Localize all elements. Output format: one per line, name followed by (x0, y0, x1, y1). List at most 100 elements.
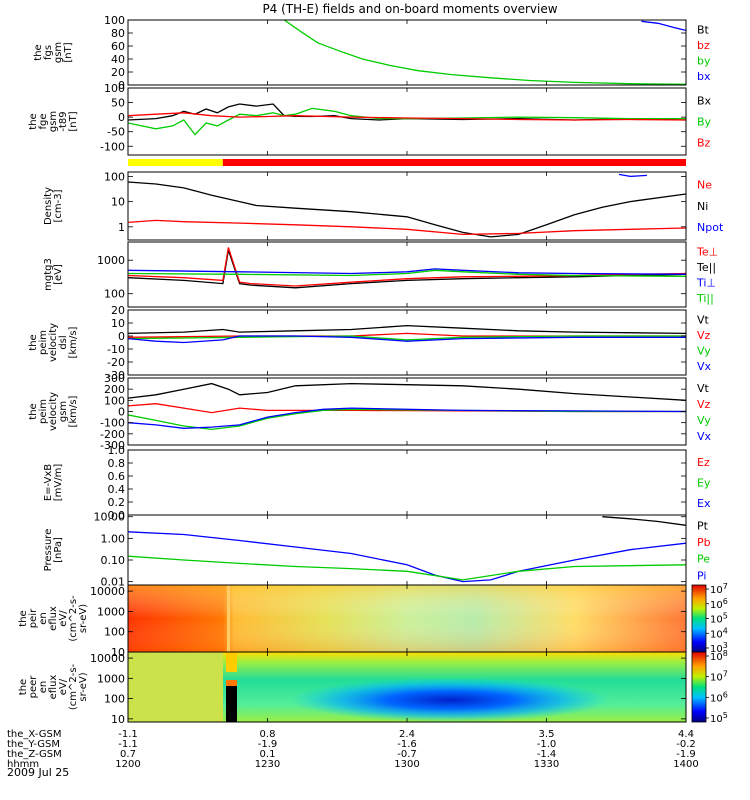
series-velocity_dsl-Vt (128, 324, 686, 335)
legend-entry: Ti|| (696, 292, 714, 305)
electron-gap-mid (226, 680, 237, 686)
y-axis-label: peim (38, 399, 49, 424)
legend-entry: Pi (697, 569, 706, 582)
series-group-velocity_dsl (128, 324, 686, 344)
y-tick-label: 100 (104, 626, 125, 639)
y-axis-label: [nPa] (53, 537, 64, 563)
y-axis-label: fgs (43, 45, 54, 60)
legend-entry: Vy (697, 414, 711, 427)
panel-frame (127, 87, 687, 156)
y-axis-label: E=-VxB (43, 464, 54, 501)
y-axis-label: [nT] (63, 42, 74, 62)
legend-entry: Te⊥ (696, 246, 718, 259)
orbit-row-label: the_Y-GSM (7, 739, 60, 750)
y-axis-label: fge (38, 113, 49, 129)
y-axis-label: the (18, 610, 29, 626)
y-axis-label: the (33, 44, 44, 60)
legend-entry: Pb (697, 536, 711, 549)
y-tick-label: 100 (104, 394, 125, 407)
y-axis-label: Pressure (43, 529, 54, 572)
y-axis-label: peim (38, 330, 49, 355)
y-tick-label: 100 (104, 82, 125, 95)
y-axis-label: peir (28, 608, 39, 628)
orbit-value: 0.1 (260, 749, 276, 760)
series-velocity_gsm-Vx (128, 407, 686, 429)
y-axis-label: Density (43, 187, 54, 225)
y-tick-label: 0 (118, 406, 125, 419)
colorbar-tick-label: 106 (710, 597, 728, 611)
y-axis-label: gsm (58, 401, 69, 422)
orbit-value: 1400 (673, 759, 698, 770)
y-tick-label: -300 (100, 439, 125, 452)
y-axis-label: (cm^2-s- (68, 595, 79, 642)
y-axis-label: eV/ (58, 678, 69, 695)
legend-entry: Vt (697, 382, 710, 395)
colorbar-tick-label: 107 (710, 582, 728, 596)
y-tick-label: 0 (118, 79, 125, 92)
colorbar-ion_spectrogram (691, 584, 707, 653)
y-tick-label: -100 (100, 140, 125, 153)
y-tick-label: 0.4 (108, 483, 126, 496)
panel-frame (127, 19, 687, 86)
colorbar-tick-label: 105 (710, 711, 728, 725)
y-axis-label: [cm-3] (53, 189, 64, 222)
colorbar-tick-label: 105 (710, 612, 728, 626)
y-tick-label: 1000 (97, 254, 125, 267)
y-axis-label: [km/s] (68, 326, 79, 358)
mode-status-bar (222, 159, 687, 166)
y-axis-label: [km/s] (68, 395, 79, 427)
orbit-value: 1230 (255, 759, 280, 770)
y-axis-label: [mV/m] (53, 464, 64, 502)
ion-spectrogram-shading (128, 585, 686, 652)
y-tick-label: 60 (111, 40, 125, 53)
legend-entry: Ne (697, 179, 712, 192)
y-axis-label: gsm (48, 111, 59, 132)
series-density-Ne (128, 219, 686, 236)
y-axis-label: eflux (48, 606, 59, 631)
y-tick-label: 10000 (90, 585, 125, 598)
y-tick-label: 20 (111, 66, 125, 79)
orbit-value: -0.7 (397, 749, 417, 760)
panel-efield: 0.00.20.40.60.81.0 E=-VxB [mV/m] Ez Ey Ex (43, 444, 711, 522)
orbit-value: 2.4 (399, 729, 415, 740)
orbit-value: -1.6 (397, 739, 417, 750)
panel-frame (127, 309, 687, 376)
y-axis-label: the (28, 113, 39, 129)
mode-status-bar (128, 159, 223, 166)
legend-entry: Vx (697, 430, 712, 443)
y-axis-label: eV/ (58, 610, 69, 627)
y-axis-label: [eV] (53, 264, 64, 285)
figure-title: P4 (TH-E) fields and on-board moments ov… (262, 2, 557, 16)
y-tick-label: 10000 (90, 652, 125, 665)
panel-electron_spectrogram: 105 106 107 108 10 100 1000 10000 the peer en eflux… (18, 649, 728, 726)
orbit-value: 1330 (534, 759, 559, 770)
orbit-table: the_X-GSM -1.1 0.8 2.4 3.5 4.4 the_Y-GSM -1.1 -1… (7, 729, 699, 770)
y-axis-label: en (38, 612, 49, 625)
panel-frame (127, 449, 687, 516)
orbit-value: -1.9 (258, 739, 278, 750)
y-axis-label: eflux (48, 675, 59, 700)
y-tick-label: 300 (104, 372, 125, 385)
legend-entry: Bz (697, 136, 711, 149)
series-fgs_dsl-By (128, 107, 686, 136)
legend-entry: by (697, 55, 711, 68)
y-axis-label: mgtg3 (43, 258, 54, 291)
y-tick-label: 100 (104, 14, 125, 27)
legend-entry: Pt (697, 519, 709, 532)
series-velocity_dsl-Vy (128, 335, 686, 341)
y-axis-label: -t89 (58, 111, 69, 131)
orbit-value: 4.4 (678, 729, 694, 740)
y-tick-label: 1 (118, 221, 125, 234)
y-tick-label: -10 (107, 343, 125, 356)
y-tick-label: 1000 (97, 672, 125, 685)
legend-entry: Ex (697, 497, 711, 510)
orbit-row-label: hhmm (7, 759, 39, 770)
y-axis-label: sr-eV) (78, 672, 89, 701)
orbit-row-label: the_Z-GSM (7, 749, 62, 760)
orbit-row-label: the_X-GSM (7, 729, 61, 740)
series-group-velocity_gsm (128, 382, 686, 431)
electron-gap-top (226, 652, 237, 672)
